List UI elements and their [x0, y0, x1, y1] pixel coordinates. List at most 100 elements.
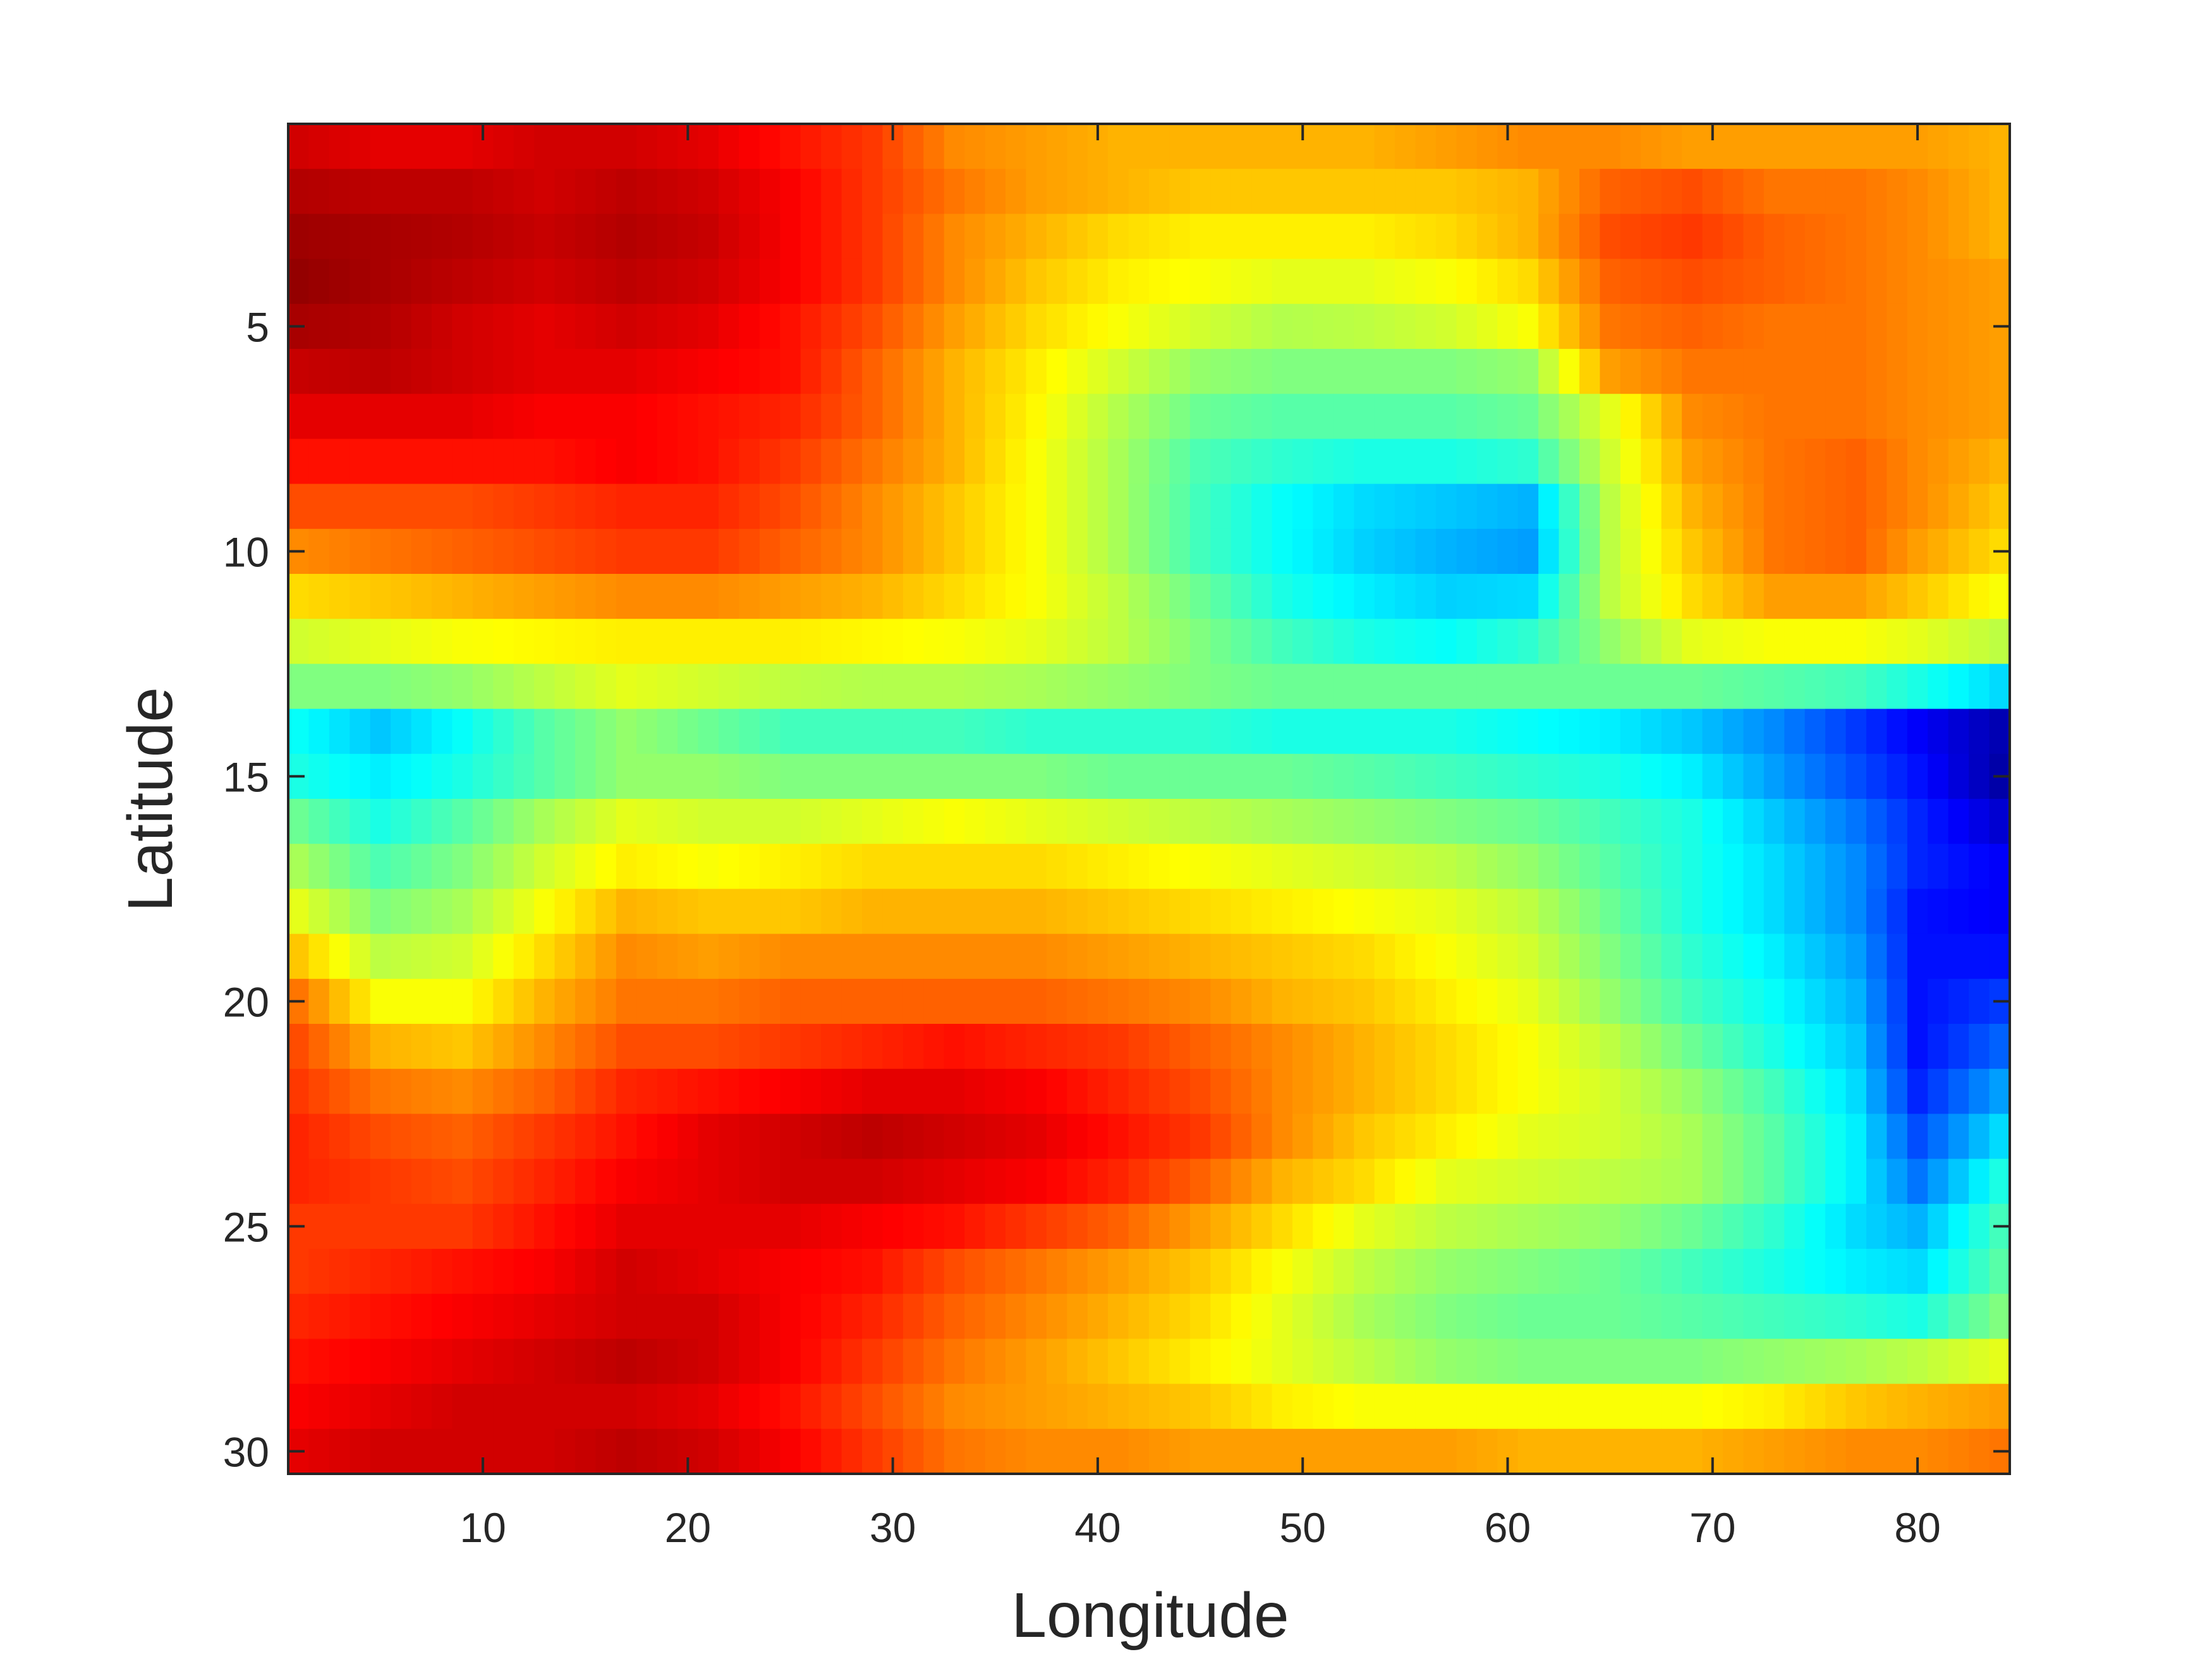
heatmap-cell — [1661, 528, 1682, 574]
heatmap-cell — [411, 799, 432, 844]
heatmap-cell — [1641, 708, 1662, 755]
heatmap-cell — [1866, 1114, 1888, 1160]
heatmap-cell — [493, 1383, 514, 1430]
heatmap-cell — [985, 574, 1006, 619]
heatmap-cell — [1887, 574, 1908, 619]
heatmap-cell — [1763, 1114, 1785, 1160]
heatmap-cell — [821, 439, 842, 485]
heatmap-cell — [1272, 483, 1293, 530]
heatmap-cell — [719, 394, 740, 439]
heatmap-cell — [595, 753, 617, 799]
heatmap-cell — [1026, 978, 1047, 1024]
heatmap-cell — [1210, 889, 1232, 935]
heatmap-cell — [923, 258, 945, 305]
heatmap-cell — [452, 1383, 473, 1430]
heatmap-cell — [1600, 664, 1621, 710]
heatmap-cell — [944, 1249, 965, 1294]
heatmap-cell — [1210, 214, 1232, 260]
heatmap-cell — [800, 889, 822, 935]
heatmap-cell — [1559, 1294, 1580, 1339]
heatmap-cell — [821, 1203, 842, 1249]
heatmap-cell — [902, 214, 924, 260]
heatmap-cell — [493, 528, 514, 574]
heatmap-cell — [472, 169, 494, 214]
heatmap-cell — [902, 1024, 924, 1069]
heatmap-cells — [288, 124, 2010, 1474]
heatmap-cell — [391, 1249, 412, 1294]
heatmap-cell — [964, 1069, 986, 1114]
heatmap-cell — [1517, 799, 1539, 844]
heatmap-cell — [1210, 1114, 1232, 1160]
heatmap-cell — [1866, 753, 1888, 799]
heatmap-cell — [1189, 528, 1211, 574]
heatmap-cell — [472, 933, 494, 980]
heatmap-cell — [882, 844, 904, 889]
heatmap-cell — [391, 574, 412, 619]
heatmap-cell — [985, 1069, 1006, 1114]
heatmap-cell — [513, 394, 535, 439]
heatmap-cell — [719, 1294, 740, 1339]
heatmap-cell — [575, 483, 597, 530]
heatmap-cell — [964, 1339, 986, 1385]
heatmap-cell — [472, 619, 494, 664]
heatmap-cell — [554, 258, 576, 305]
heatmap-cell — [1108, 214, 1129, 260]
heatmap-cell — [1108, 258, 1129, 305]
heatmap-cell — [1743, 889, 1765, 935]
heatmap-cell — [1784, 978, 1806, 1024]
heatmap-cell — [1969, 258, 1990, 305]
heatmap-cell — [1866, 349, 1888, 394]
heatmap-cell — [1825, 1114, 1847, 1160]
heatmap-cell — [1825, 439, 1847, 485]
heatmap-cell — [595, 1069, 617, 1114]
heatmap-cell — [1907, 753, 1928, 799]
heatmap-cell — [882, 528, 904, 574]
heatmap-cell — [964, 1249, 986, 1294]
heatmap-cell — [1026, 708, 1047, 755]
heatmap-cell — [1374, 889, 1395, 935]
heatmap-cell — [1969, 439, 1990, 485]
heatmap-cell — [411, 1203, 432, 1249]
heatmap-cell — [841, 1294, 863, 1339]
heatmap-cell — [616, 844, 637, 889]
heatmap-cell — [1231, 753, 1252, 799]
heatmap-cell — [411, 1024, 432, 1069]
heatmap-cell — [759, 978, 781, 1024]
heatmap-cell — [1497, 1249, 1519, 1294]
heatmap-cell — [391, 753, 412, 799]
heatmap-cell — [1006, 1339, 1027, 1385]
heatmap-cell — [329, 844, 350, 889]
heatmap-cell — [1989, 1069, 2010, 1114]
heatmap-cell — [1272, 528, 1293, 574]
heatmap-cell — [554, 1114, 576, 1160]
heatmap-cell — [1763, 978, 1785, 1024]
heatmap-cell — [719, 483, 740, 530]
heatmap-cell — [1026, 664, 1047, 710]
heatmap-cell — [1006, 619, 1027, 664]
heatmap-cell — [1067, 933, 1088, 980]
heatmap-cell — [493, 169, 514, 214]
heatmap-cell — [923, 1383, 945, 1430]
heatmap-cell — [1928, 528, 1949, 574]
heatmap-cell — [493, 483, 514, 530]
heatmap-cell — [1292, 753, 1314, 799]
heatmap-cell — [616, 708, 637, 755]
heatmap-cell — [1046, 844, 1067, 889]
heatmap-cell — [1723, 1339, 1744, 1385]
heatmap-cell — [698, 258, 719, 305]
heatmap-cell — [1354, 1024, 1375, 1069]
heatmap-cell — [349, 1428, 371, 1474]
heatmap-cell — [1149, 1158, 1170, 1205]
heatmap-cell — [493, 1069, 514, 1114]
heatmap-cell — [841, 1024, 863, 1069]
heatmap-cell — [1887, 1249, 1908, 1294]
heatmap-cell — [923, 664, 945, 710]
heatmap-cell — [964, 619, 986, 664]
heatmap-cell — [800, 1114, 822, 1160]
heatmap-cell — [308, 844, 330, 889]
heatmap-cell — [1845, 1158, 1867, 1205]
heatmap-cell — [513, 124, 535, 169]
heatmap-cell — [923, 753, 945, 799]
heatmap-cell — [1497, 799, 1519, 844]
